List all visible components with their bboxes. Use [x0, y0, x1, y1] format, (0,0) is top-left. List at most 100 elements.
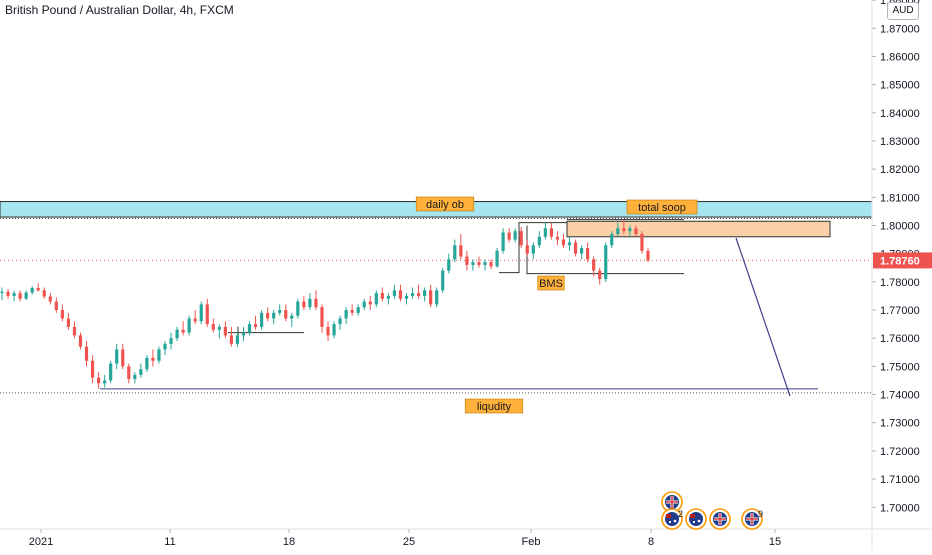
candle [634, 225, 638, 237]
candle [6, 288, 10, 299]
candle-body [519, 231, 523, 246]
candle [24, 290, 28, 301]
bms-label: BMS [537, 275, 565, 291]
candle [145, 355, 149, 373]
candle-body [181, 329, 185, 333]
candle-body [169, 338, 173, 344]
price-tick-label: 1.86000 [880, 51, 920, 63]
candle-body [471, 262, 475, 265]
candle [163, 341, 167, 356]
event-flag [741, 508, 763, 530]
candle [193, 310, 197, 325]
candle [622, 219, 626, 234]
candle-body [429, 290, 433, 305]
candle [115, 343, 119, 370]
candle [187, 315, 191, 336]
candle [127, 363, 131, 384]
candle [380, 287, 384, 302]
candle-body [266, 312, 270, 319]
candle-body [507, 232, 511, 240]
candle [338, 315, 342, 330]
candle-body [634, 228, 638, 234]
candle-body [374, 293, 378, 305]
candle [543, 222, 547, 240]
candle-body [121, 349, 125, 367]
candle [573, 239, 578, 257]
daily-ob-label: daily ob [415, 196, 475, 212]
candle [199, 301, 203, 325]
time-tick-label: 18 [283, 536, 295, 548]
candle-body [241, 332, 246, 336]
candle [567, 236, 572, 251]
candle-body [610, 233, 614, 246]
supply-zone [566, 220, 831, 238]
candle [332, 321, 336, 339]
daily-ob-label-bg [415, 196, 475, 212]
candle [640, 231, 644, 254]
candle-body [465, 256, 469, 265]
bms-label-text: BMS [539, 278, 563, 290]
candle [435, 287, 439, 308]
candle-body [60, 310, 64, 319]
candle [344, 307, 348, 325]
candle [501, 228, 505, 254]
candle [217, 324, 221, 339]
candle-body [332, 324, 336, 336]
labels-layer: daily ob total soop BMS liqudity [415, 196, 698, 414]
candle-body [90, 360, 95, 378]
candle-body [139, 369, 143, 375]
candle-body [592, 259, 596, 271]
candle-body [459, 245, 463, 257]
candle-body [30, 288, 34, 293]
candle [616, 222, 620, 237]
candle [495, 248, 499, 268]
candle-body [453, 245, 457, 260]
candle [30, 286, 34, 295]
au-flag-star-2 [692, 520, 696, 524]
candle-body [284, 310, 288, 319]
candle [477, 256, 481, 268]
candle-body [302, 301, 306, 308]
candle [290, 312, 294, 327]
candle-body [447, 259, 451, 271]
event-flag [661, 508, 683, 530]
price-tick-label: 1.76000 [880, 333, 920, 345]
candle-body [555, 236, 560, 240]
candle-body [308, 298, 312, 308]
bms-label-bg [537, 275, 565, 291]
daily-ob-label-text: daily ob [426, 199, 464, 211]
candle [272, 310, 276, 325]
last-price-tag [873, 252, 932, 269]
candle [133, 372, 137, 384]
candle-body [477, 262, 481, 265]
candle-body [229, 335, 234, 344]
liqudity-label-text: liqudity [477, 401, 512, 413]
candle [308, 293, 312, 311]
candle-body [193, 318, 197, 322]
candle-body [36, 288, 40, 291]
candle [103, 374, 107, 388]
price-axis[interactable]: 1.880001.870001.860001.850001.840001.830… [872, 0, 932, 514]
candle-body [622, 228, 626, 232]
candle [513, 228, 517, 243]
candle [549, 222, 554, 240]
currency-badge[interactable]: AUD [887, 2, 919, 20]
candle-body [260, 312, 264, 327]
candle [465, 250, 469, 271]
time-axis[interactable]: 2021 11 18 25 Feb 8 15 [29, 529, 781, 548]
candle-body [175, 329, 179, 339]
candle-body [573, 242, 578, 254]
candle-body [344, 310, 348, 319]
candle-body [380, 293, 384, 299]
candle [260, 310, 264, 330]
candle [109, 360, 113, 384]
candle [36, 283, 40, 292]
candle [519, 226, 523, 249]
candle [423, 287, 427, 302]
candle-body [561, 239, 566, 246]
candle [483, 259, 487, 271]
event-flag-upper [661, 491, 683, 513]
candle [326, 321, 330, 342]
